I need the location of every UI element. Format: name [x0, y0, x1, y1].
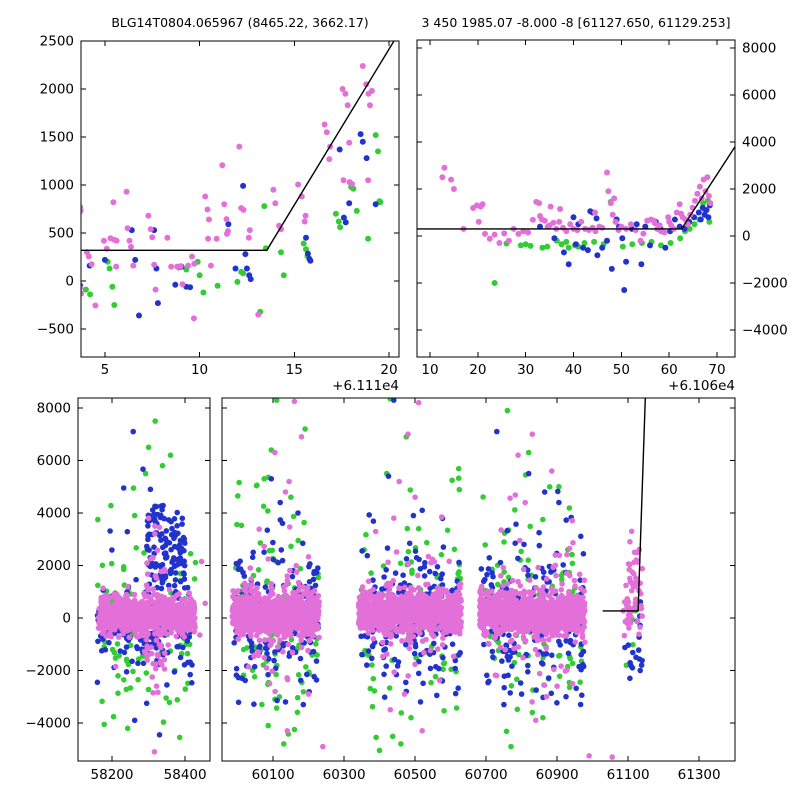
- top-left-plot-title: BLG14T0804.065967 (8465.22, 3662.17): [111, 15, 369, 30]
- svg-text:2500: 2500: [40, 34, 74, 50]
- svg-text:70: 70: [708, 362, 725, 378]
- plot-bottom-right: 60100 60300 60500 60700 60900 61100 61300: [221, 397, 736, 783]
- bottom-left-points: [94, 418, 208, 755]
- svg-text:2000: 2000: [742, 181, 776, 197]
- top-left-x-offset-label: +6.111e4: [332, 378, 399, 394]
- plot-bottom-left: 58200 58400 −4000 −2000 0 2000 4000 6000 8000: [25, 397, 211, 783]
- svg-text:60: 60: [661, 362, 678, 378]
- top-right-x-offset-label: +6.106e4: [668, 378, 735, 394]
- svg-text:10: 10: [421, 362, 438, 378]
- svg-text:−4000: −4000: [25, 715, 71, 731]
- top-right-series-blue: [537, 202, 713, 293]
- svg-text:10: 10: [191, 362, 208, 378]
- top-left-tick-labels: 5 10 15 20 −500 0 500 1000 1500 2000 2500 +6.111e4: [37, 34, 399, 395]
- svg-text:8000: 8000: [37, 400, 71, 416]
- bottom-left-axes-frame: [77, 397, 211, 762]
- top-right-points: [439, 164, 714, 293]
- bottom-right-points: [229, 398, 646, 760]
- bottom-right-axes-frame: [221, 397, 736, 762]
- top-right-axes-frame: [416, 39, 736, 358]
- bottom-left-tick-labels: 58200 58400 −4000 −2000 0 2000 4000 6000 8000: [25, 400, 206, 783]
- svg-text:40: 40: [565, 362, 582, 378]
- svg-text:20: 20: [380, 362, 397, 378]
- top-left-model-line: [81, 41, 395, 252]
- plot-top-left: 5 10 15 20 −500 0 500 1000 1500 2000 2500 +6.111e4: [37, 34, 400, 395]
- bottom-right-tick-labels: 60100 60300 60500 60700 60900 61100 61300: [252, 767, 721, 783]
- top-left-series-blue: [81, 131, 379, 319]
- plot-top-right: 10 20 30 40 50 60 70 −4000 −2000 0 2000 4000 6000 800…: [416, 39, 788, 394]
- svg-text:1500: 1500: [40, 129, 74, 145]
- svg-text:2000: 2000: [37, 558, 71, 574]
- svg-text:4000: 4000: [37, 505, 71, 521]
- svg-text:0: 0: [65, 273, 74, 289]
- top-right-model-line: [417, 146, 735, 230]
- svg-text:20: 20: [469, 362, 486, 378]
- svg-text:6000: 6000: [742, 87, 776, 103]
- svg-text:500: 500: [48, 225, 74, 241]
- top-left-series-green: [82, 132, 384, 315]
- svg-text:15: 15: [286, 362, 303, 378]
- svg-text:1000: 1000: [40, 177, 74, 193]
- bottom-left-series-pink: [95, 515, 208, 755]
- svg-text:8000: 8000: [742, 40, 776, 56]
- bottom-right-series-pink: [229, 398, 646, 760]
- svg-text:0: 0: [62, 610, 71, 626]
- svg-text:−500: −500: [37, 321, 74, 337]
- svg-text:−2000: −2000: [742, 275, 788, 291]
- svg-text:50: 50: [613, 362, 630, 378]
- svg-text:−2000: −2000: [25, 663, 71, 679]
- svg-text:5: 5: [101, 362, 110, 378]
- top-left-series-pink: [81, 63, 375, 322]
- svg-text:2000: 2000: [40, 81, 74, 97]
- svg-text:−4000: −4000: [742, 322, 788, 338]
- svg-text:6000: 6000: [37, 453, 71, 469]
- top-left-points: [81, 63, 384, 322]
- top-right-series-pink: [439, 164, 714, 246]
- svg-text:58200: 58200: [91, 767, 134, 783]
- svg-text:4000: 4000: [742, 134, 776, 150]
- svg-text:0: 0: [742, 228, 751, 244]
- top-left-axes-frame: [80, 40, 400, 358]
- top-right-tick-labels: 10 20 30 40 50 60 70 −4000 −2000 0 2000 4000 6000 800…: [421, 40, 787, 394]
- svg-text:58400: 58400: [164, 767, 207, 783]
- svg-text:30: 30: [517, 362, 534, 378]
- top-right-plot-title: 3 450 1985.07 -8.000 -8 [61127.650, 6112…: [421, 15, 731, 30]
- bottom-right-model-line: [602, 398, 647, 612]
